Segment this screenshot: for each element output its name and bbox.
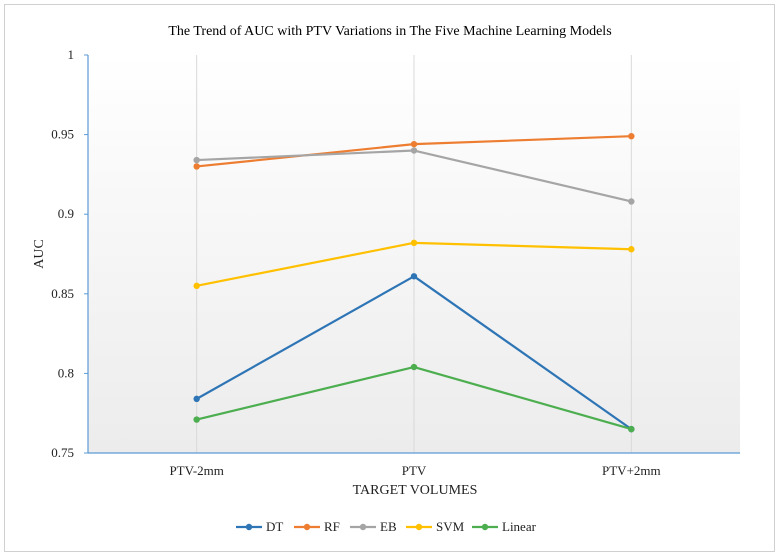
legend-marker: [415, 523, 423, 531]
legend-item-dt: DT: [236, 519, 283, 534]
legend-label: SVM: [436, 519, 465, 534]
data-point: [410, 147, 418, 154]
chart-title: The Trend of AUC with PTV Variations in …: [168, 24, 611, 39]
y-tick-label: 0.95: [51, 127, 74, 142]
series-svm: [193, 239, 635, 290]
gridlines: [196, 55, 632, 453]
y-tick-label: 0.75: [51, 445, 74, 460]
series-group: [193, 132, 635, 433]
data-point: [193, 416, 200, 423]
data-point: [410, 140, 418, 148]
legend-marker: [303, 523, 311, 531]
legend-item-linear: Linear: [472, 519, 537, 534]
y-tick-label: 0.85: [51, 286, 74, 301]
legend-label: Linear: [502, 519, 537, 534]
legend-marker: [481, 523, 489, 531]
legend-item-rf: RF: [294, 519, 340, 534]
data-point: [410, 239, 418, 247]
legend-label: RF: [324, 519, 340, 534]
axes: [84, 54, 740, 454]
data-point: [628, 132, 635, 140]
legend-label: EB: [380, 519, 397, 534]
x-tick-label: PTV: [402, 463, 427, 478]
data-point: [628, 198, 635, 205]
tick-labels: 0.75 0.8 0.85 0.9 0.95 1 PTV-2mm PTV PTV+2mm: [51, 47, 660, 478]
y-tick-label: 0.9: [58, 206, 74, 221]
data-point: [410, 363, 418, 371]
data-point: [193, 163, 200, 170]
legend-item-eb: EB: [350, 519, 397, 534]
series-rf: [193, 132, 635, 170]
legend-item-svm: SVM: [406, 519, 465, 534]
data-point: [628, 425, 635, 433]
data-point: [193, 156, 200, 164]
data-point: [628, 246, 635, 253]
series-eb: [193, 147, 635, 205]
data-point: [193, 395, 200, 403]
x-axis-title: TARGET VOLUMES: [353, 483, 478, 498]
legend-label: DT: [266, 519, 283, 534]
legend: DT RF EB SVM Linear: [236, 519, 537, 534]
y-axis-title: AUC: [32, 239, 47, 269]
legend-marker: [245, 523, 253, 531]
data-point: [193, 282, 200, 290]
x-tick-label: PTV+2mm: [602, 463, 661, 478]
x-tick-label: PTV-2mm: [169, 463, 223, 478]
series-linear: [193, 363, 635, 433]
data-point: [410, 273, 418, 280]
legend-marker: [359, 523, 367, 531]
y-tick-label: 1: [68, 47, 75, 62]
y-tick-label: 0.8: [58, 365, 74, 380]
